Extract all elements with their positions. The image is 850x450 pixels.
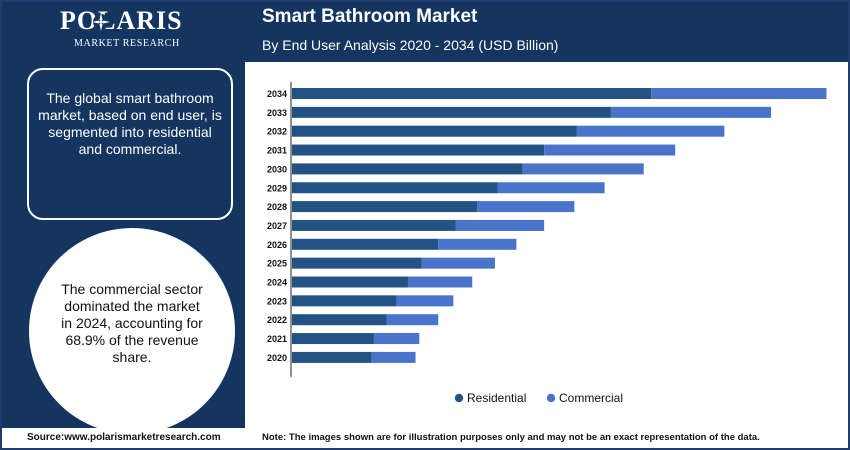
bar-residential-2032 [292, 125, 577, 137]
legend-label-commercial: Commercial [559, 391, 623, 405]
y-tick-label: 2026 [267, 240, 287, 250]
y-tick-label: 2027 [267, 221, 287, 231]
brand-tagline: MARKET RESEARCH [74, 38, 180, 49]
y-tick-label: 2033 [267, 108, 287, 118]
bar-residential-2022 [292, 314, 387, 326]
bar-residential-2029 [292, 182, 498, 194]
y-tick-label: 2024 [267, 278, 287, 288]
bar-commercial-2027 [455, 219, 545, 231]
bar-commercial-2028 [477, 201, 575, 213]
y-tick-label: 2028 [267, 202, 287, 212]
info-text: The global smart bathroom market, based … [38, 90, 222, 157]
legend-label-residential: Residential [467, 391, 526, 405]
bar-commercial-2031 [544, 144, 676, 156]
y-tick-label: 2020 [267, 353, 287, 363]
disclaimer-note: Note: The images shown are for illustrat… [262, 432, 760, 443]
bar-residential-2027 [292, 219, 456, 231]
bar-commercial-2034 [651, 88, 827, 99]
y-tick-label: 2023 [267, 296, 287, 306]
legend-marker-residential [454, 393, 464, 403]
bar-residential-2034 [292, 88, 652, 99]
highlight-text: The commercial sector dominated the mark… [61, 280, 203, 365]
bar-residential-2024 [292, 276, 408, 288]
legend-marker-commercial [546, 393, 556, 403]
footer-bar [0, 428, 850, 450]
bar-commercial-2033 [610, 106, 772, 118]
y-tick-label: 2021 [267, 334, 287, 344]
bar-residential-2020 [292, 351, 372, 363]
chart-title: Smart Bathroom Market [262, 6, 478, 27]
bar-commercial-2032 [576, 125, 725, 137]
bar-commercial-2021 [373, 333, 420, 345]
y-tick-label: 2030 [267, 164, 287, 174]
compass-star-icon [92, 13, 110, 31]
bar-residential-2021 [292, 333, 374, 345]
bar-commercial-2025 [421, 257, 495, 269]
bar-residential-2031 [292, 144, 545, 156]
stacked-bar-chart: 2034 2033 2032 2031 2030 2029 2028 2027 2026 2025… [250, 80, 845, 410]
y-tick-label: 2032 [267, 127, 287, 137]
y-tick-label: 2022 [267, 315, 287, 325]
bar-commercial-2020 [371, 351, 416, 363]
bar-commercial-2024 [407, 276, 473, 288]
chart-canvas: 2034 2033 2032 2031 2030 2029 2028 2027 2026 2025… [267, 82, 827, 405]
y-tick-label: 2025 [267, 259, 287, 269]
bar-commercial-2030 [522, 163, 644, 175]
brand-name: POLARIS [60, 6, 183, 35]
y-tick-label: 2029 [267, 183, 287, 193]
bar-commercial-2022 [386, 314, 439, 326]
source-text: Source:www.polarismarketresearch.com [27, 432, 221, 443]
chart-subtitle: By End User Analysis 2020 - 2034 (USD Bi… [262, 37, 559, 53]
header-bar [0, 0, 850, 62]
y-tick-label: 2031 [267, 146, 287, 156]
bar-commercial-2026 [438, 238, 517, 250]
bar-residential-2026 [292, 238, 439, 250]
bar-residential-2025 [292, 257, 422, 269]
bar-residential-2028 [292, 201, 478, 213]
bar-residential-2023 [292, 295, 397, 307]
bar-commercial-2023 [396, 295, 454, 307]
highlight-circle: The commercial sector dominated the mark… [29, 228, 235, 434]
bar-residential-2033 [292, 106, 611, 118]
y-tick-label: 2034 [267, 89, 287, 99]
bar-commercial-2029 [497, 182, 605, 194]
info-box: The global smart bathroom market, based … [27, 68, 233, 220]
brand-logo[interactable]: POLARIS MARKET RESEARCH [60, 6, 190, 56]
bar-residential-2030 [292, 163, 523, 175]
